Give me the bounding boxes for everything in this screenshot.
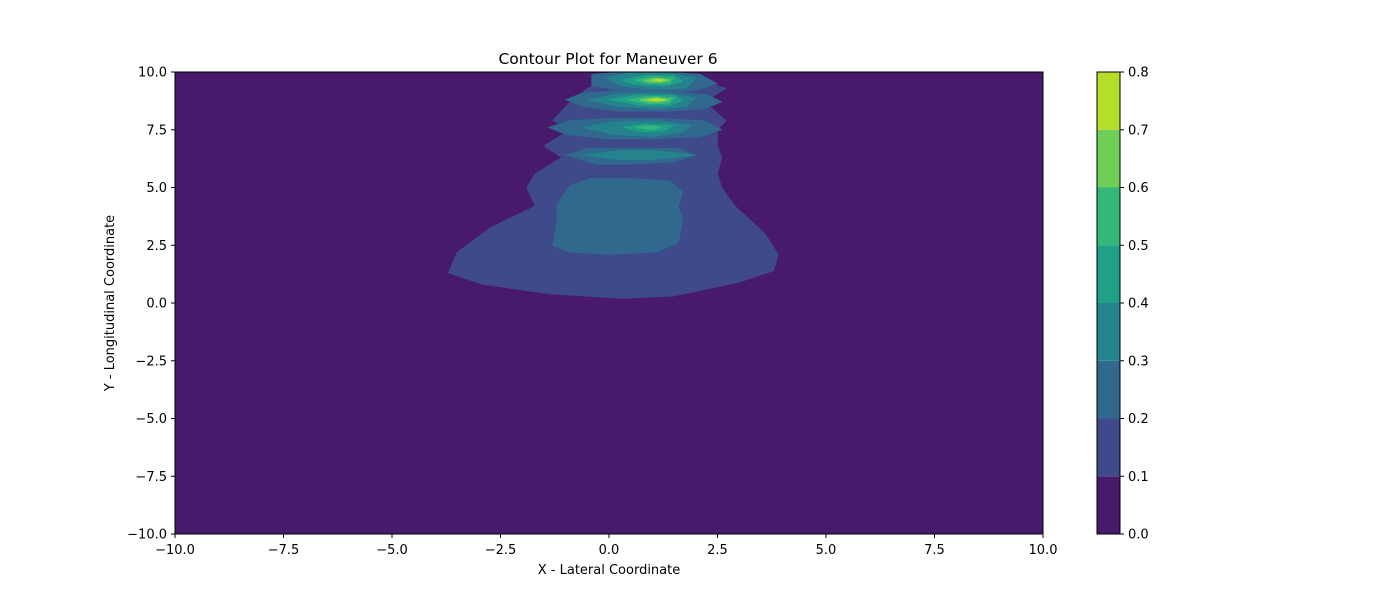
- x-tick-label: 5.0: [816, 543, 837, 558]
- contour-region-13: [634, 125, 662, 131]
- colorbar-tick-label: 0.3: [1128, 354, 1149, 369]
- colorbar-band: [1097, 303, 1120, 361]
- y-tick-label: −2.5: [135, 354, 167, 369]
- colorbar-ticks: 0.0 0.1 0.2 0.3 0.4 0.5 0.6 0.7 0.8: [1120, 66, 1149, 543]
- contour-region-18: [647, 98, 666, 102]
- y-axis-ticks: −10.0 −7.5 −5.0 −2.5 0.0 2.5 5.0 7.5 10.0: [127, 66, 175, 543]
- colorbar-band: [1097, 418, 1120, 477]
- colorbar-tick-label: 0.4: [1128, 297, 1149, 312]
- colorbar-bands: [1097, 72, 1120, 534]
- y-tick-label: 0.0: [146, 297, 167, 312]
- contour-region-19: [652, 78, 666, 82]
- colorbar-band: [1097, 360, 1120, 419]
- colorbar-tick-label: 0.0: [1128, 528, 1149, 543]
- y-tick-label: −10.0: [127, 528, 167, 543]
- x-tick-label: −5.0: [376, 543, 408, 558]
- colorbar-band: [1097, 187, 1120, 246]
- contour-region-6: [582, 150, 697, 161]
- plot-area: [174, 71, 1044, 535]
- colorbar-band: [1097, 476, 1120, 534]
- colorbar-tick-label: 0.6: [1128, 181, 1149, 196]
- colorbar-band: [1097, 129, 1120, 188]
- y-tick-label: 2.5: [146, 239, 167, 254]
- y-tick-label: 7.5: [146, 123, 167, 138]
- colorbar-tick-label: 0.2: [1128, 412, 1149, 427]
- x-tick-label: 10.0: [1029, 543, 1058, 558]
- x-axis-label: X - Lateral Coordinate: [538, 563, 681, 578]
- colorbar: 0.0 0.1 0.2 0.3 0.4 0.5 0.6 0.7 0.8: [1096, 66, 1149, 543]
- x-tick-label: 7.5: [924, 543, 945, 558]
- x-axis-ticks: −10.0 −7.5 −5.0 −2.5 0.0 2.5 5.0 7.5 10.0: [155, 534, 1057, 558]
- y-tick-label: −7.5: [135, 470, 167, 485]
- x-tick-label: 2.5: [707, 543, 728, 558]
- colorbar-tick-label: 0.5: [1128, 239, 1149, 254]
- colorbar-band: [1097, 245, 1120, 303]
- colorbar-tick-label: 0.7: [1128, 123, 1149, 138]
- contour-regions: [448, 72, 779, 299]
- chart-title: Contour Plot for Maneuver 6: [498, 50, 717, 68]
- colorbar-tick-label: 0.8: [1128, 66, 1149, 81]
- x-tick-label: −7.5: [268, 543, 300, 558]
- x-tick-label: −10.0: [155, 543, 195, 558]
- y-tick-label: 5.0: [146, 181, 167, 196]
- y-tick-label: 10.0: [138, 66, 167, 81]
- y-axis-label: Y - Longitudinal Coordinate: [103, 215, 118, 392]
- x-tick-label: 0.0: [599, 543, 620, 558]
- x-tick-label: −2.5: [485, 543, 517, 558]
- contour-region-1: [552, 178, 684, 255]
- y-tick-label: −5.0: [135, 412, 167, 427]
- colorbar-tick-label: 0.1: [1128, 470, 1149, 485]
- colorbar-band: [1097, 72, 1120, 130]
